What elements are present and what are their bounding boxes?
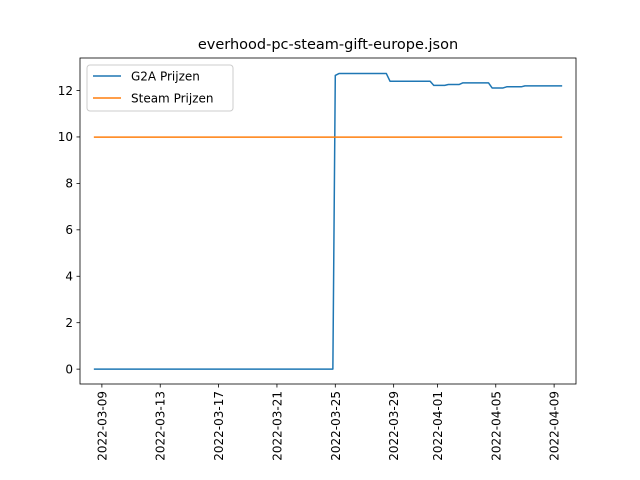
x-axis: 2022-03-09 2022-03-13 2022-03-17 2022-03-21… (95, 384, 562, 461)
plot-frame (80, 58, 576, 384)
legend: G2A Prijzen Steam Prijzen (86, 64, 234, 112)
legend-box (86, 64, 234, 112)
x-tick-label: 2022-04-09 (548, 391, 562, 461)
x-tick-label: 2022-03-17 (212, 391, 226, 461)
x-tick-label: 2022-04-01 (431, 391, 445, 461)
x-tick-label: 2022-03-09 (95, 391, 109, 461)
y-tick-label: 10 (58, 130, 73, 144)
y-tick-label: 4 (65, 270, 73, 284)
series-line-1 (93, 72, 563, 370)
y-tick-label: 12 (58, 84, 73, 98)
legend-label-1: G2A Prijzen (131, 69, 200, 83)
y-axis: 0 2 4 6 8 10 12 (58, 84, 80, 376)
series-layer (93, 72, 563, 370)
x-tick-label: 2022-03-29 (387, 391, 401, 461)
y-tick-label: 8 (65, 177, 73, 191)
chart-title: everhood-pc-steam-gift-europe.json (198, 37, 458, 53)
x-tick-label: 2022-03-25 (329, 391, 343, 461)
x-tick-label: 2022-03-13 (154, 391, 168, 461)
x-tick-label: 2022-03-21 (270, 391, 284, 461)
y-tick-label: 2 (65, 316, 73, 330)
y-tick-label: 0 (65, 362, 73, 376)
plot-border (79, 57, 577, 385)
y-tick-label: 6 (65, 223, 73, 237)
x-tick-label: 2022-04-05 (489, 391, 503, 461)
legend-label-2: Steam Prijzen (131, 91, 213, 105)
plot-area (79, 57, 577, 385)
